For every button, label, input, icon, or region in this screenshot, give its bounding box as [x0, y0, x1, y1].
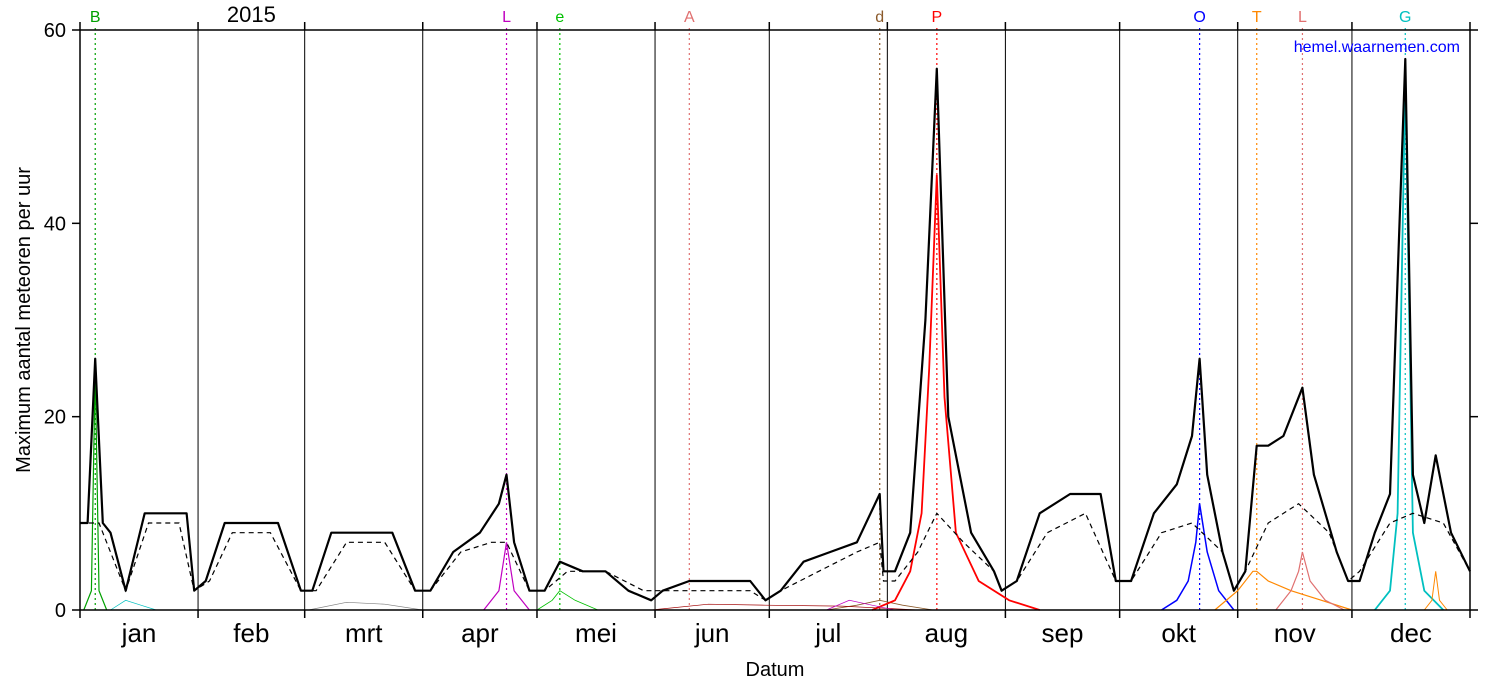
y-tick-label: 60 [44, 20, 66, 42]
month-label: mei [575, 618, 617, 648]
peak-letter: B [90, 9, 101, 26]
peak-letter: e [555, 9, 564, 26]
month-label: sep [1042, 618, 1084, 648]
month-label: jul [814, 618, 841, 648]
y-tick-label: 0 [55, 600, 66, 622]
year-label: 2015 [227, 2, 276, 27]
y-tick-label: 40 [44, 213, 66, 235]
credit-text: hemel.waarnemen.com [1294, 39, 1460, 56]
month-label: jun [694, 618, 730, 648]
peak-letter: P [932, 9, 943, 26]
peak-letter: d [875, 9, 884, 26]
peak-letter: G [1399, 9, 1411, 26]
month-label: okt [1161, 618, 1196, 648]
month-label: jan [121, 618, 157, 648]
meteor-chart: B Le Ad P O T L G 0 20 40 60 jan feb mrt apr mei jun jul au… [0, 0, 1500, 700]
peak-letter: O [1193, 9, 1205, 26]
x-axis-label: Datum [746, 659, 805, 681]
chart-svg: B Le Ad P O T L G 0 20 40 60 jan feb mrt apr mei jun jul au… [0, 0, 1500, 700]
peak-letter: T [1252, 9, 1262, 26]
peak-letter: A [684, 9, 695, 26]
month-label: dec [1390, 618, 1432, 648]
month-label: apr [461, 618, 499, 648]
month-label: nov [1274, 618, 1316, 648]
month-label: feb [233, 618, 269, 648]
peak-letter: L [502, 9, 511, 26]
chart-bg [0, 0, 1500, 700]
y-tick-label: 20 [44, 407, 66, 429]
peak-letter: L [1298, 9, 1307, 26]
month-label: aug [925, 618, 968, 648]
month-label: mrt [345, 618, 383, 648]
y-axis-label: Maximum aantal meteoren per uur [13, 167, 35, 473]
